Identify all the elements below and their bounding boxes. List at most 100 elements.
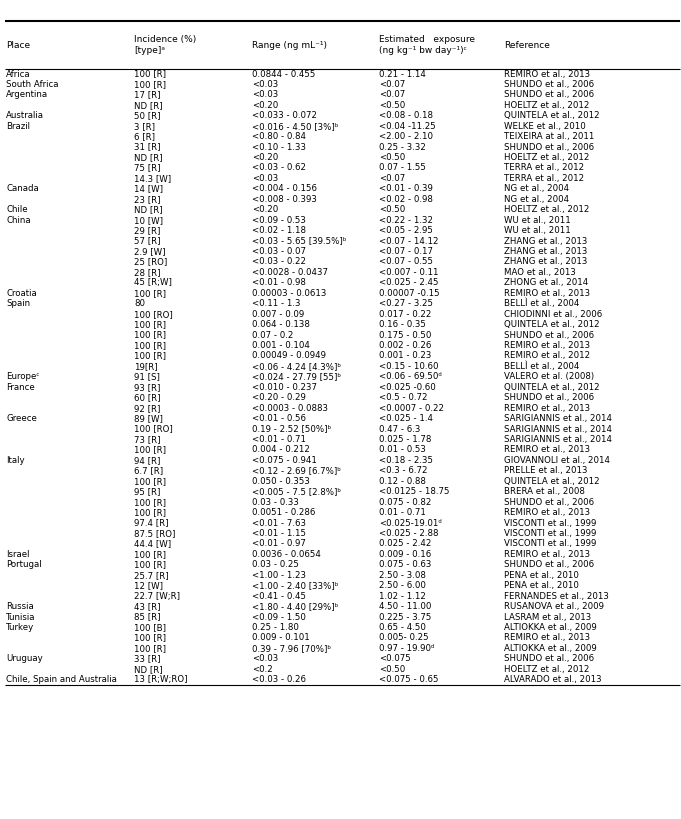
Text: <0.03: <0.03 <box>252 90 279 99</box>
Text: South Africa: South Africa <box>6 80 59 89</box>
Text: <0.07: <0.07 <box>379 174 406 183</box>
Text: TEIXEIRA at al., 2011: TEIXEIRA at al., 2011 <box>504 132 595 141</box>
Text: ALVARADO et al., 2013: ALVARADO et al., 2013 <box>504 675 601 684</box>
Text: <0.03 - 0.62: <0.03 - 0.62 <box>252 164 306 173</box>
Text: 1.02 - 1.12: 1.02 - 1.12 <box>379 591 426 600</box>
Text: <0.01 - 7.63: <0.01 - 7.63 <box>252 518 306 527</box>
Text: 17 [R]: 17 [R] <box>134 90 161 99</box>
Text: France: France <box>6 382 35 391</box>
Text: <0.27 - 3.25: <0.27 - 3.25 <box>379 299 433 308</box>
Text: SHUNDO et al., 2006: SHUNDO et al., 2006 <box>504 80 594 89</box>
Text: <0.50: <0.50 <box>379 665 406 674</box>
Text: 94 [R]: 94 [R] <box>134 456 161 465</box>
Text: <1.80 - 4.40 [29%]ᵇ: <1.80 - 4.40 [29%]ᵇ <box>252 602 338 611</box>
Text: 23 [R]: 23 [R] <box>134 195 161 204</box>
Text: SHUNDO et al., 2006: SHUNDO et al., 2006 <box>504 560 594 569</box>
Text: BELLÌ et al., 2004: BELLÌ et al., 2004 <box>504 362 580 371</box>
Text: 100 [R]: 100 [R] <box>134 80 166 89</box>
Text: SHUNDO et al., 2006: SHUNDO et al., 2006 <box>504 393 594 402</box>
Text: Portugal: Portugal <box>6 560 42 569</box>
Text: 0.07 - 0.2: 0.07 - 0.2 <box>252 331 294 340</box>
Text: BRERA et al., 2008: BRERA et al., 2008 <box>504 487 585 496</box>
Text: Brazil: Brazil <box>6 122 30 131</box>
Text: <0.07 - 0.17: <0.07 - 0.17 <box>379 247 433 256</box>
Text: <0.04 -11.25: <0.04 -11.25 <box>379 122 436 131</box>
Text: <0.2: <0.2 <box>252 665 272 674</box>
Text: <0.03 - 0.07: <0.03 - 0.07 <box>252 247 306 256</box>
Text: Chile: Chile <box>6 206 28 215</box>
Text: Greece: Greece <box>6 414 37 423</box>
Text: 50 [R]: 50 [R] <box>134 111 161 120</box>
Text: 100 [R]: 100 [R] <box>134 331 166 340</box>
Text: HOELTZ et al., 2012: HOELTZ et al., 2012 <box>504 206 589 215</box>
Text: <0.50: <0.50 <box>379 206 406 215</box>
Text: 0.25 - 1.80: 0.25 - 1.80 <box>252 623 299 632</box>
Text: <0.03 - 0.26: <0.03 - 0.26 <box>252 675 306 684</box>
Text: 100 [R]: 100 [R] <box>134 351 166 360</box>
Text: QUINTELA et al., 2012: QUINTELA et al., 2012 <box>504 111 599 120</box>
Text: <0.025 -0.60: <0.025 -0.60 <box>379 382 436 391</box>
Text: <0.06 - 69.50ᵈ: <0.06 - 69.50ᵈ <box>379 373 442 382</box>
Text: CHIODINNI et al., 2006: CHIODINNI et al., 2006 <box>504 310 602 319</box>
Text: QUINTELA et al., 2012: QUINTELA et al., 2012 <box>504 382 599 391</box>
Text: 4.50 - 11.00: 4.50 - 11.00 <box>379 602 432 611</box>
Text: REMIRO et al., 2013: REMIRO et al., 2013 <box>504 289 590 298</box>
Text: 31 [R]: 31 [R] <box>134 143 161 152</box>
Text: <0.50: <0.50 <box>379 153 406 162</box>
Text: SHUNDO et al., 2006: SHUNDO et al., 2006 <box>504 654 594 663</box>
Text: 0.025 - 1.78: 0.025 - 1.78 <box>379 435 432 444</box>
Text: REMIRO et al., 2012: REMIRO et al., 2012 <box>504 351 590 360</box>
Text: 0.16 - 0.35: 0.16 - 0.35 <box>379 320 426 329</box>
Text: 13 [R;W;RO]: 13 [R;W;RO] <box>134 675 188 684</box>
Text: SHUNDO et al., 2006: SHUNDO et al., 2006 <box>504 143 594 152</box>
Text: <0.01 - 1.15: <0.01 - 1.15 <box>252 529 306 538</box>
Text: NG et al., 2004: NG et al., 2004 <box>504 195 569 204</box>
Text: 100 [R]: 100 [R] <box>134 508 166 517</box>
Text: REMIRO et al., 2013: REMIRO et al., 2013 <box>504 550 590 559</box>
Text: <0.025-19.01ᵈ: <0.025-19.01ᵈ <box>379 518 442 527</box>
Text: <0.025 - 2.45: <0.025 - 2.45 <box>379 278 439 287</box>
Text: <0.02 - 1.18: <0.02 - 1.18 <box>252 226 306 235</box>
Text: 75 [R]: 75 [R] <box>134 164 161 173</box>
Text: 0.00007 -0.15: 0.00007 -0.15 <box>379 289 440 298</box>
Text: 2.9 [W]: 2.9 [W] <box>134 247 165 256</box>
Text: <0.18 - 2.35: <0.18 - 2.35 <box>379 456 433 465</box>
Text: <0.12 - 2.69 [6.7%]ᵇ: <0.12 - 2.69 [6.7%]ᵇ <box>252 466 341 475</box>
Text: <0.06 - 4.24 [4.3%]ᵇ: <0.06 - 4.24 [4.3%]ᵇ <box>252 362 341 371</box>
Text: ZHANG et al., 2013: ZHANG et al., 2013 <box>504 247 587 256</box>
Text: SHUNDO et al., 2006: SHUNDO et al., 2006 <box>504 331 594 340</box>
Text: 22.7 [W;R]: 22.7 [W;R] <box>134 591 180 600</box>
Text: <0.09 - 1.50: <0.09 - 1.50 <box>252 613 306 622</box>
Text: 0.12 - 0.88: 0.12 - 0.88 <box>379 477 426 486</box>
Text: <0.01 - 0.98: <0.01 - 0.98 <box>252 278 306 287</box>
Text: 100 [RO]: 100 [RO] <box>134 424 173 433</box>
Text: 0.01 - 0.71: 0.01 - 0.71 <box>379 508 426 517</box>
Text: 0.009 - 0.101: 0.009 - 0.101 <box>252 633 310 642</box>
Text: 0.075 - 0.82: 0.075 - 0.82 <box>379 498 432 507</box>
Text: 57 [R]: 57 [R] <box>134 237 161 246</box>
Text: 33 [R]: 33 [R] <box>134 654 161 663</box>
Text: 100 [R]: 100 [R] <box>134 644 166 653</box>
Text: ZHANG et al., 2013: ZHANG et al., 2013 <box>504 237 587 246</box>
Text: 87.5 [RO]: 87.5 [RO] <box>134 529 176 538</box>
Text: Tunisia: Tunisia <box>6 613 35 622</box>
Text: <0.03: <0.03 <box>252 174 279 183</box>
Text: <0.03 - 0.22: <0.03 - 0.22 <box>252 257 306 266</box>
Text: ND [R]: ND [R] <box>134 206 163 215</box>
Text: 100 [R]: 100 [R] <box>134 289 166 298</box>
Text: 0.47 - 6.3: 0.47 - 6.3 <box>379 424 421 433</box>
Text: 0.0051 - 0.286: 0.0051 - 0.286 <box>252 508 315 517</box>
Text: Africa: Africa <box>6 70 31 79</box>
Text: HOELTZ et al., 2012: HOELTZ et al., 2012 <box>504 101 589 110</box>
Text: ZHONG et al., 2014: ZHONG et al., 2014 <box>504 278 588 287</box>
Text: 95 [R]: 95 [R] <box>134 487 161 496</box>
Text: 28 [R]: 28 [R] <box>134 268 161 277</box>
Text: 0.01 - 0.53: 0.01 - 0.53 <box>379 446 426 455</box>
Text: 2.50 - 6.00: 2.50 - 6.00 <box>379 581 426 590</box>
Text: 0.007 - 0.09: 0.007 - 0.09 <box>252 310 304 319</box>
Text: Canada: Canada <box>6 184 39 193</box>
Text: <0.10 - 1.33: <0.10 - 1.33 <box>252 143 306 152</box>
Text: Argentina: Argentina <box>6 90 48 99</box>
Text: 100 [R]: 100 [R] <box>134 341 166 350</box>
Text: <0.004 - 0.156: <0.004 - 0.156 <box>252 184 317 193</box>
